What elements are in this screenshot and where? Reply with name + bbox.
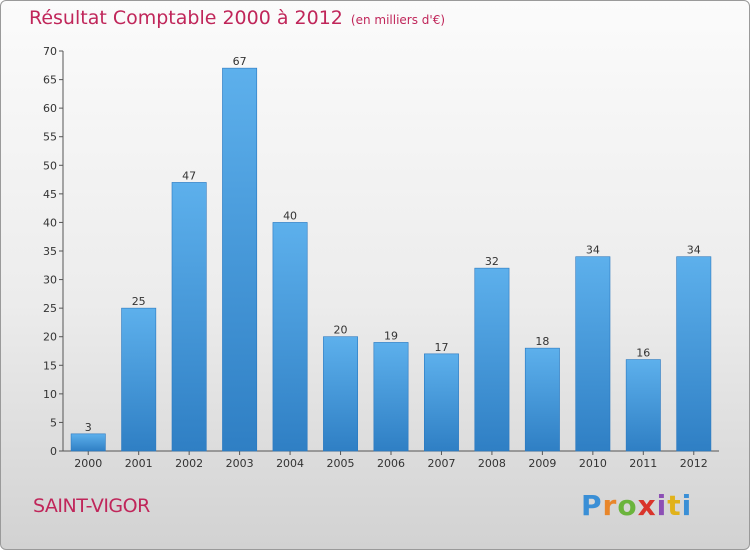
x-tick-label-2008: 2008 xyxy=(478,457,506,470)
value-label-2004: 40 xyxy=(283,209,297,222)
commune-name: SAINT-VIGOR xyxy=(33,495,150,517)
x-tick-label-2011: 2011 xyxy=(629,457,657,470)
y-tick-label: 30 xyxy=(43,274,57,287)
logo-letter: x xyxy=(637,489,657,522)
x-tick-label-2004: 2004 xyxy=(276,457,304,470)
y-tick-label: 20 xyxy=(43,331,57,344)
value-label-2012: 34 xyxy=(687,244,701,257)
bar-2000 xyxy=(70,433,106,452)
y-tick-label: 55 xyxy=(43,131,57,144)
y-tick-label: 25 xyxy=(43,302,57,315)
chart-bars xyxy=(70,67,712,452)
bar-2005 xyxy=(323,336,358,452)
bar-2001 xyxy=(121,307,157,452)
x-tick-label-2001: 2001 xyxy=(125,457,153,470)
chart-title-text: Résultat Comptable 2000 à 2012 xyxy=(29,7,343,29)
bar-2011 xyxy=(625,359,661,452)
y-tick-label: 35 xyxy=(43,245,57,258)
x-tick-label-2009: 2009 xyxy=(528,457,556,470)
x-tick-label-2007: 2007 xyxy=(427,457,455,470)
bar-2004 xyxy=(272,222,308,452)
logo-letter: P xyxy=(581,489,603,522)
value-label-2005: 20 xyxy=(334,324,348,337)
logo-letter: r xyxy=(602,489,618,522)
logo-letter: i xyxy=(681,489,693,522)
x-tick-label-2005: 2005 xyxy=(327,457,355,470)
y-tick-label: 10 xyxy=(43,388,57,401)
x-tick-label-2010: 2010 xyxy=(579,457,607,470)
y-tick-label: 5 xyxy=(50,416,57,429)
logo-letter: o xyxy=(617,489,638,522)
y-tick-label: 0 xyxy=(50,445,57,458)
bar-2002 xyxy=(171,182,207,452)
bar-2007 xyxy=(424,353,459,452)
y-tick-label: 65 xyxy=(43,74,57,87)
bar-2009 xyxy=(524,347,560,452)
x-tick-label-2002: 2002 xyxy=(175,457,203,470)
value-label-2008: 32 xyxy=(485,255,499,268)
logo-letter: t xyxy=(667,489,682,522)
value-label-2003: 67 xyxy=(233,55,247,68)
chart-labels: 3 25 47 67 40 20 19 17 32 18 34 16 34 xyxy=(85,55,701,434)
y-tick-label: 70 xyxy=(43,45,57,58)
bar-2012 xyxy=(676,256,712,452)
y-tick-label: 40 xyxy=(43,216,57,229)
value-label-2007: 17 xyxy=(434,341,448,354)
value-label-2002: 47 xyxy=(182,169,196,182)
value-label-2010: 34 xyxy=(586,244,600,257)
bar-2006 xyxy=(373,342,409,452)
bar-2003 xyxy=(222,67,258,452)
y-tick-label: 50 xyxy=(43,159,57,172)
x-tick-label-2003: 2003 xyxy=(226,457,254,470)
value-label-2011: 16 xyxy=(636,347,650,360)
x-tick-label-2006: 2006 xyxy=(377,457,405,470)
y-tick-label: 60 xyxy=(43,102,57,115)
x-tick-label-2000: 2000 xyxy=(74,457,102,470)
logo-letter: i xyxy=(656,489,668,522)
chart-subtitle: (en milliers d'€) xyxy=(350,13,446,27)
value-label-2000: 3 xyxy=(85,421,92,434)
value-label-2009: 18 xyxy=(535,335,549,348)
y-tick-label: 15 xyxy=(43,359,57,372)
bar-2008 xyxy=(474,267,510,452)
proxiti-logo: Proxiti xyxy=(581,489,692,522)
bar-2010 xyxy=(575,256,611,452)
value-label-2006: 19 xyxy=(384,329,398,342)
x-tick-label-2012: 2012 xyxy=(680,457,708,470)
y-tick-label: 45 xyxy=(43,188,57,201)
chart-title: Résultat Comptable 2000 à 2012 (en millie… xyxy=(29,7,445,29)
value-label-2001: 25 xyxy=(132,295,146,308)
